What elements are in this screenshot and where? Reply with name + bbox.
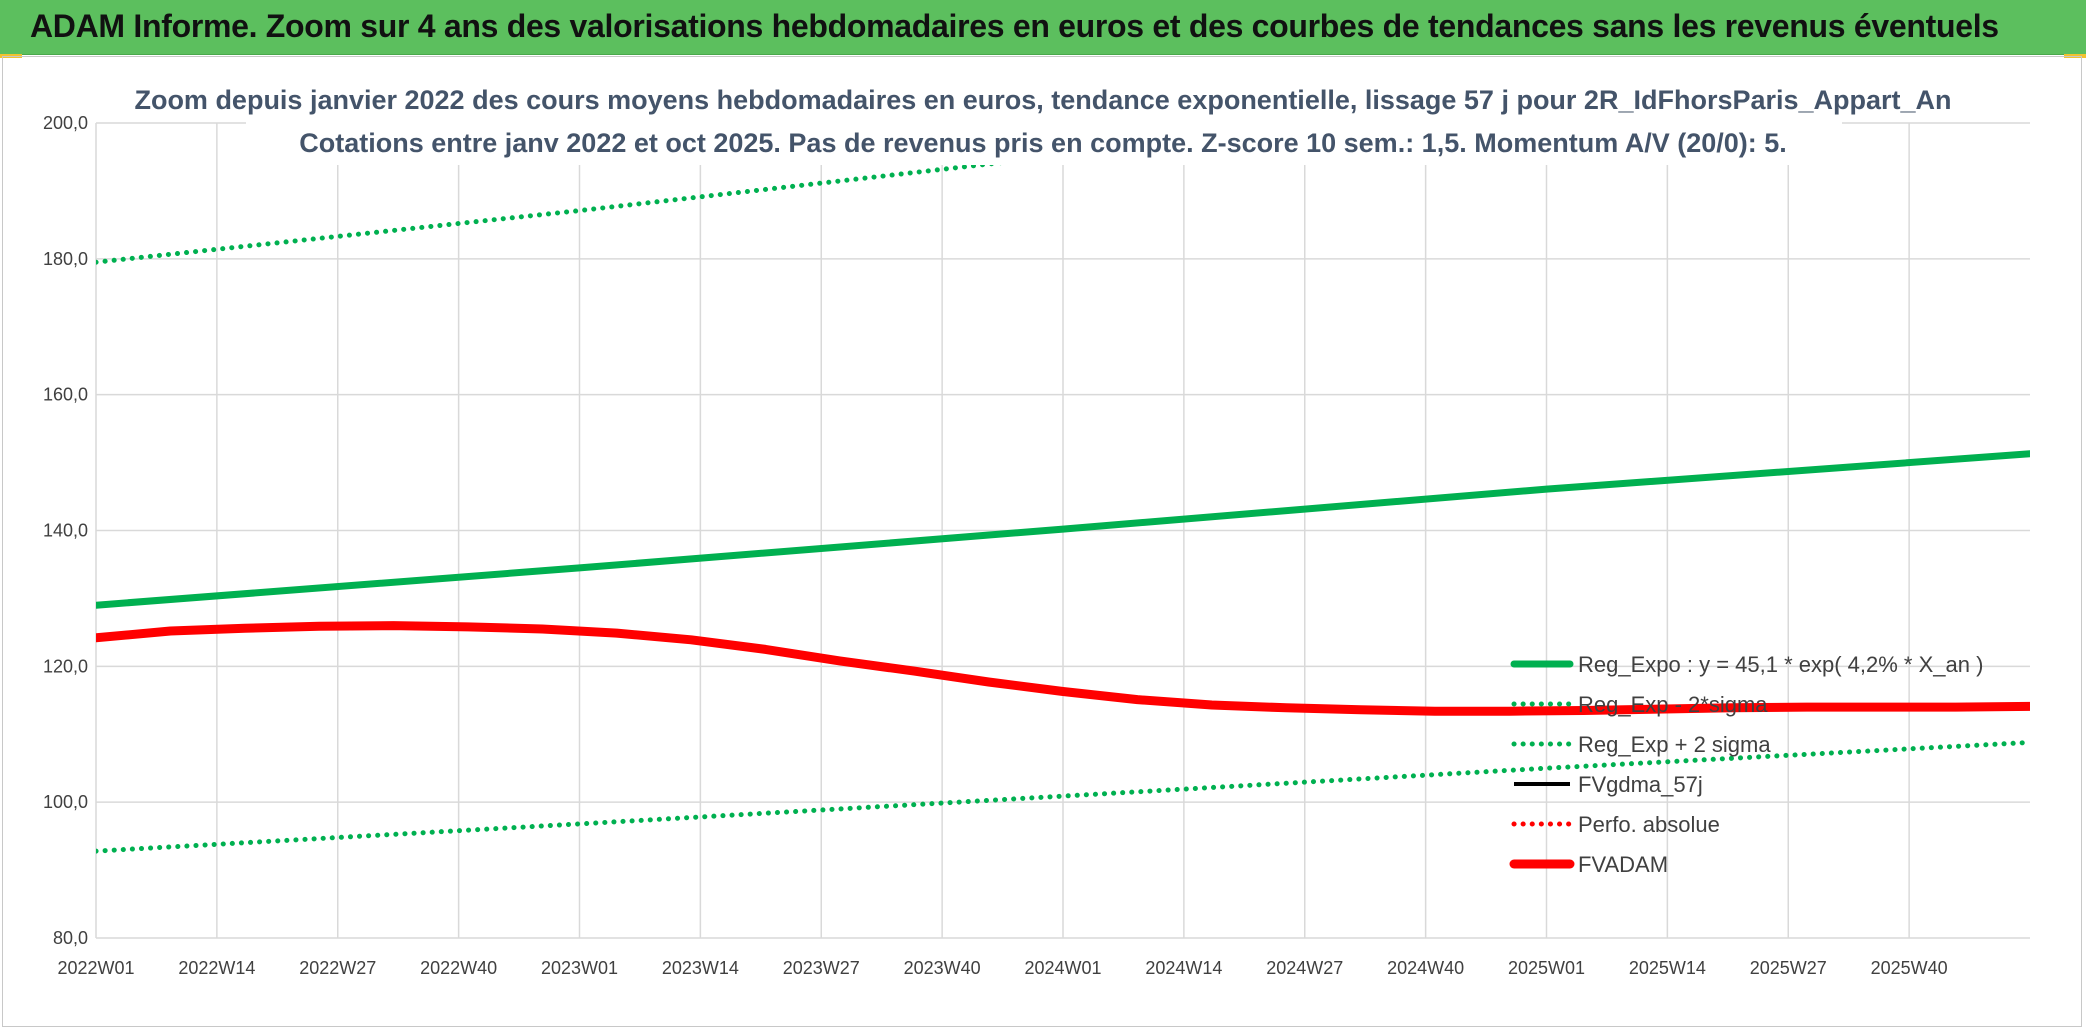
- y-tick-label: 200,0: [43, 113, 88, 133]
- y-tick-label: 140,0: [43, 521, 88, 541]
- title-layer: Zoom depuis janvier 2022 des cours moyen…: [134, 77, 1952, 165]
- legend-label: Reg_Expo : y = 45,1 * exp( 4,2% * X_an ): [1578, 652, 1983, 677]
- y-tick-label: 80,0: [53, 928, 88, 948]
- legend-label: Reg_Exp + 2 sigma: [1578, 732, 1771, 757]
- x-tick-label: 2023W40: [904, 958, 981, 978]
- chart-title: Zoom depuis janvier 2022 des cours moyen…: [134, 85, 1951, 115]
- x-tick-label: 2022W14: [178, 958, 255, 978]
- x-tick-label: 2022W01: [57, 958, 134, 978]
- x-tick-label: 2024W27: [1266, 958, 1343, 978]
- x-tick-label: 2024W14: [1145, 958, 1222, 978]
- x-tick-label: 2023W27: [783, 958, 860, 978]
- x-tick-label: 2025W01: [1508, 958, 1585, 978]
- x-tick-label: 2025W27: [1750, 958, 1827, 978]
- y-tick-label: 180,0: [43, 249, 88, 269]
- legend-label: Perfo. absolue: [1578, 812, 1720, 837]
- x-tick-label: 2024W40: [1387, 958, 1464, 978]
- x-tick-label: 2022W27: [299, 958, 376, 978]
- x-tick-label: 2025W14: [1629, 958, 1706, 978]
- report-banner: ADAM Informe. Zoom sur 4 ans des valoris…: [0, 0, 2086, 55]
- series-5-line: [96, 621, 2030, 716]
- chart-subtitle: Cotations entre janv 2022 et oct 2025. P…: [299, 128, 1787, 158]
- legend-label: Reg_Exp - 2*sigma: [1578, 692, 1768, 717]
- x-tick-label: 2024W01: [1024, 958, 1101, 978]
- title-background: [246, 77, 1842, 165]
- chart-frame: [2, 56, 2082, 1027]
- x-tick-label: 2025W40: [1871, 958, 1948, 978]
- y-tick-label: 160,0: [43, 385, 88, 405]
- x-tick-label: 2022W40: [420, 958, 497, 978]
- series-0-line: [96, 450, 2030, 609]
- legend-label: FVADAM: [1578, 852, 1668, 877]
- legend-label: FVgdma_57j: [1578, 772, 1703, 797]
- y-tick-label: 120,0: [43, 656, 88, 676]
- report-title: ADAM Informe. Zoom sur 4 ans des valoris…: [30, 8, 1999, 44]
- x-tick-label: 2023W14: [662, 958, 739, 978]
- x-tick-label: 2023W01: [541, 958, 618, 978]
- axis-tick-labels: 80,0 100,0 120,0 140,0 160,0 180,0 200,0 2022W0…: [43, 113, 1948, 978]
- chart-legend: Reg_Expo : y = 45,1 * exp( 4,2% * X_an )…: [1509, 652, 1983, 877]
- y-tick-label: 100,0: [43, 792, 88, 812]
- grid-lines: [95, 122, 2030, 939]
